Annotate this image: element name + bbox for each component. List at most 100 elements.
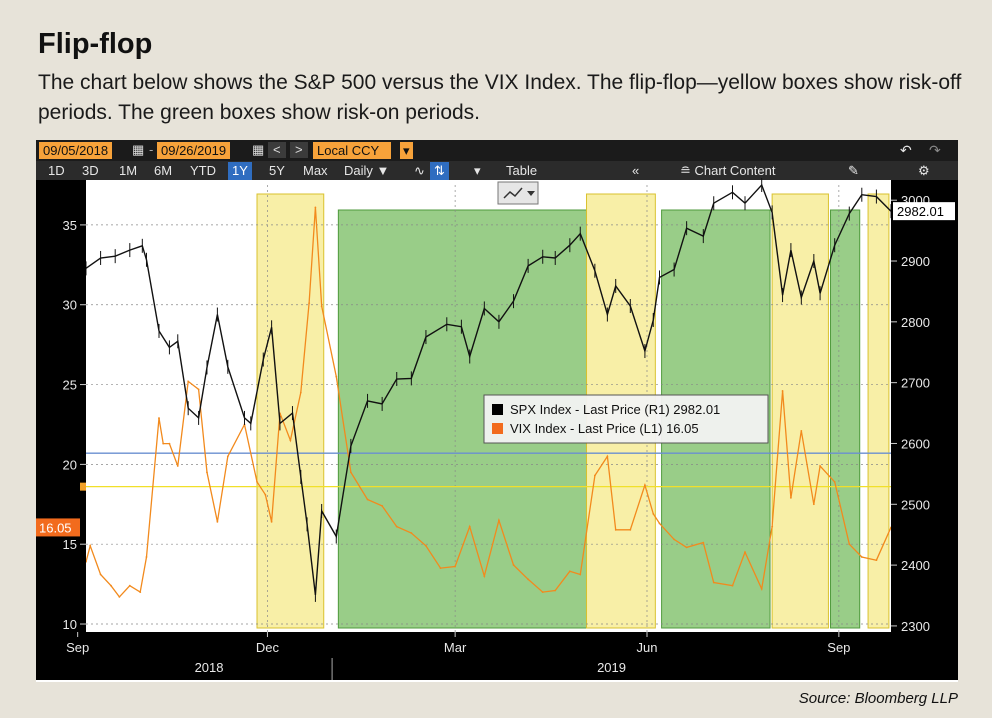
right-tick-label: 2600 [901,436,930,451]
vix-point [395,525,398,528]
left-tick-label: 15 [63,537,77,552]
prev-arrow-icon[interactable]: < [268,142,286,158]
region-risk-off-0 [256,193,325,629]
table-button[interactable]: Table [506,163,538,178]
vix-point [139,591,142,593]
vix-line [85,207,892,598]
chevron-down-icon: ▼ [376,163,390,178]
spx-last-price-tag [893,202,955,221]
vix-point [614,528,617,531]
legend: SPX Index - Last Price (R1) 2982.01 VIX I… [483,394,769,444]
next-arrow-icon[interactable]: > [290,142,308,158]
vix-point [658,522,661,525]
left-tick-label: 20 [63,457,77,472]
vix-point [439,567,442,570]
reference-lines [86,452,891,488]
left-tick-label: 10 [63,617,77,632]
period-max[interactable]: Max [303,163,328,178]
right-tick-label: 2400 [901,558,930,573]
vix-point [789,497,792,499]
x-axis-band [36,632,958,680]
line-chart-icon[interactable]: ∿ [414,163,425,178]
period-toolbar [36,161,958,180]
period-1m[interactable]: 1M [119,163,138,178]
x-tick-label: Sep [66,640,89,655]
legend-box [483,394,769,444]
vix-point [527,578,530,581]
vix-point [335,375,338,378]
year-label-2018: 2018 [195,660,224,675]
end-date-field[interactable]: 09/26/2019 [157,142,231,159]
grid-lines [77,185,891,632]
left-axis-band [36,180,86,632]
vix-point [731,584,734,587]
start-date-field[interactable]: 09/05/2018 [39,142,113,159]
vix-point [712,581,715,584]
period-3d[interactable]: 3D [82,163,99,178]
calendar-icon[interactable]: ▦ [252,142,265,157]
vix-point [812,503,815,506]
legend-swatch [492,423,503,434]
vix-point [833,481,836,483]
vix-point [118,595,121,598]
reference-marker [80,482,86,491]
undo-icon[interactable]: ↶ [900,142,912,158]
collapse-icon[interactable]: « [632,163,640,178]
vix-point [320,305,323,308]
vix-point [744,551,746,554]
calendar-icon[interactable]: ▦ [132,142,145,157]
period-1y[interactable]: 1Y [228,162,252,180]
vix-point [168,442,171,445]
vix-point [366,498,369,501]
vix-point [197,388,200,391]
vix-point [629,528,632,531]
vix-point [381,504,384,507]
x-tick-label: Jun [637,640,658,655]
more-icon[interactable]: ▾ [474,163,481,178]
vix-point [483,575,486,578]
axes: 10 15 20 25 30 35 2300 2400 2500 2600 2700 2800 2900… [36,180,958,680]
vix-point [349,471,352,474]
x-tick-label: Mar [444,640,467,655]
vix-point [468,525,471,528]
vix-point [781,390,784,392]
left-tick-label: 25 [63,378,77,393]
vix-point [771,525,774,528]
vix-series [85,206,892,598]
period-5y[interactable]: 5Y [269,163,285,178]
period-6m[interactable]: 6M [154,163,173,178]
settings-icon[interactable]: ⚙ [918,163,930,178]
x-tick-label: Dec [256,640,280,655]
line-chart-icon [503,187,523,199]
vix-point [216,520,219,523]
redo-icon[interactable]: ↷ [929,142,941,158]
chart-content-button[interactable]: ≘ Chart Content [676,162,779,180]
vix-last-price-tag [36,518,80,537]
vix-point [158,417,160,419]
edit-icon[interactable]: ✎ [848,163,859,178]
region-risk-on-5 [830,209,861,629]
vix-point [299,391,302,394]
vix-point [554,589,557,592]
spx-series [85,178,892,602]
vix-point [673,538,676,541]
period-1d[interactable]: 1D [48,163,65,178]
vix-point [568,570,571,573]
region-risk-off-6 [867,193,890,629]
period-ytd[interactable]: YTD [190,163,216,178]
vix-point [760,587,763,590]
currency-select[interactable]: Local CCY [313,142,391,159]
vix-point [454,565,457,568]
dropdown-icon[interactable]: ▾ [400,142,413,159]
right-tick-label: 2800 [901,315,930,330]
date-separator: - [149,142,154,157]
frequency-select[interactable]: Daily ▼ [340,162,393,180]
vix-point [89,544,92,547]
chart-type-widget[interactable] [497,181,539,205]
spx-last-price-label: 2982.01 [897,204,944,219]
bar-chart-icon[interactable]: ⇅ [430,162,449,180]
vix-point [314,206,317,209]
vix-point [410,532,413,534]
vix-point [541,591,544,593]
vix-point [702,541,705,544]
